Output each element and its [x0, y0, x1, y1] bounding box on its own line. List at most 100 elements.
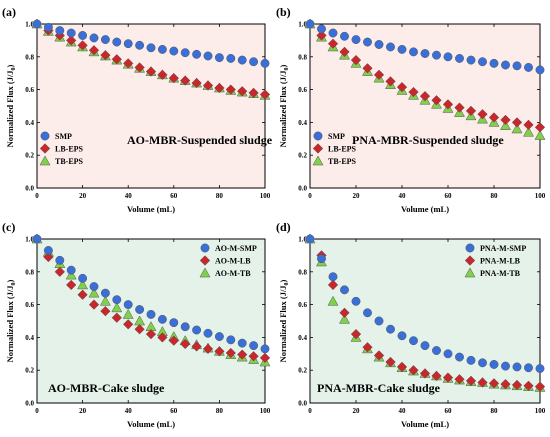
data-point: [385, 356, 396, 368]
data-point: [78, 31, 88, 40]
data-point: [32, 234, 42, 244]
data-point: [89, 33, 99, 43]
data-point: [511, 123, 523, 134]
data-points: [31, 18, 271, 100]
data-point: [135, 40, 145, 50]
data-point: [350, 328, 362, 340]
data-point: [534, 122, 546, 133]
data-point: [455, 53, 464, 63]
y-tick-label: 0.0: [298, 400, 307, 408]
y-tick-label: 0.6: [25, 301, 34, 309]
data-point: [43, 251, 54, 263]
data-point: [419, 90, 431, 102]
data-point: [77, 289, 88, 300]
x-tick-label: 0: [35, 407, 39, 415]
x-tick-label: 0: [308, 192, 312, 200]
data-point: [157, 69, 168, 81]
data-point: [489, 58, 499, 68]
data-point: [202, 80, 214, 91]
axes-frame: [309, 23, 541, 189]
data-point: [386, 42, 395, 52]
data-point: [511, 379, 523, 391]
x-tick-label: 100: [535, 192, 546, 200]
chart-panel-a: 0 20 40 60 80 100 0.0 0.2 0.4 0.6 0.8 1.0 Volume (mL…: [2, 5, 273, 214]
data-point: [478, 358, 487, 368]
data-point: [478, 57, 487, 67]
x-tick-label: 20: [353, 192, 361, 200]
legend: AO-M-SMP AO-M-LB AO-M-TB: [199, 243, 257, 278]
data-point: [145, 328, 157, 340]
data-point: [134, 324, 145, 335]
data-point: [454, 102, 465, 113]
data-point: [397, 331, 407, 341]
data-point: [535, 65, 545, 75]
y-tick-label: 0.0: [25, 185, 34, 193]
data-point: [100, 288, 110, 298]
data-point: [420, 49, 430, 58]
y-tick-label: 0.4: [25, 334, 34, 342]
data-points: [304, 233, 546, 392]
x-tick-label: 80: [491, 192, 499, 200]
legend-marker: [199, 255, 211, 266]
data-point: [66, 279, 77, 291]
data-point: [362, 63, 373, 74]
data-point: [180, 322, 190, 332]
y-tick-label: 0.6: [298, 301, 307, 309]
data-point: [168, 72, 179, 84]
chart-panel-b: 0 20 40 60 80 100 0.0 0.2 0.4 0.6 0.8 1.0 Volume (mL…: [276, 5, 546, 214]
legend-label: TB-EPS: [328, 157, 357, 166]
x-axis-title: Volume (mL): [127, 204, 175, 214]
data-point: [327, 279, 339, 291]
legend-label: AO-M-SMP: [215, 244, 257, 253]
data-point: [214, 332, 224, 342]
data-point: [157, 44, 167, 54]
data-point: [374, 316, 384, 326]
data-point: [316, 30, 327, 41]
data-point: [339, 46, 350, 58]
x-tick-label: 40: [399, 192, 407, 200]
y-tick-label: 0.4: [25, 119, 34, 127]
legend-marker: [464, 267, 476, 278]
data-point: [111, 312, 122, 323]
data-point: [512, 362, 522, 372]
data-point: [432, 346, 441, 355]
data-point: [112, 295, 122, 305]
data-point: [226, 335, 236, 345]
axes-frame: [36, 238, 266, 404]
data-point: [249, 341, 259, 351]
data-point: [226, 53, 236, 63]
data-point: [500, 378, 511, 390]
data-point: [305, 234, 315, 244]
data-point: [134, 62, 145, 73]
y-axis-title: Normalized Flux (J/J0): [278, 64, 290, 147]
legend-label: PNA-M-SMP: [480, 244, 526, 253]
data-point: [534, 129, 546, 140]
legend-label: AO-M-LB: [215, 257, 251, 266]
data-point: [168, 335, 179, 346]
data-point: [477, 377, 488, 388]
panel-label: (a): [2, 5, 16, 19]
panel-label: (c): [2, 220, 15, 234]
axes-frame: [309, 238, 541, 404]
data-point: [339, 313, 350, 324]
y-tick-label: 1.0: [25, 236, 34, 244]
y-tick-label: 0.2: [25, 152, 34, 160]
data-point: [180, 48, 190, 58]
data-point: [409, 336, 418, 346]
y-tick-label: 0.6: [298, 86, 307, 94]
data-point: [396, 81, 408, 93]
panel-annotation: AO-MBR-Cake sludge: [48, 381, 165, 395]
data-point: [523, 119, 534, 131]
data-point: [214, 53, 224, 63]
legend-marker: [200, 243, 210, 253]
data-point: [32, 19, 42, 29]
x-tick-label: 20: [79, 192, 87, 200]
legend-label: SMP: [328, 132, 345, 141]
data-point: [431, 370, 442, 382]
data-point: [100, 305, 111, 317]
data-point: [501, 60, 510, 70]
data-point: [260, 344, 270, 354]
x-tick-label: 0: [308, 407, 312, 415]
panel-annotation: PNA-MBR-Cake sludge: [317, 381, 441, 395]
x-tick-label: 60: [445, 407, 453, 415]
